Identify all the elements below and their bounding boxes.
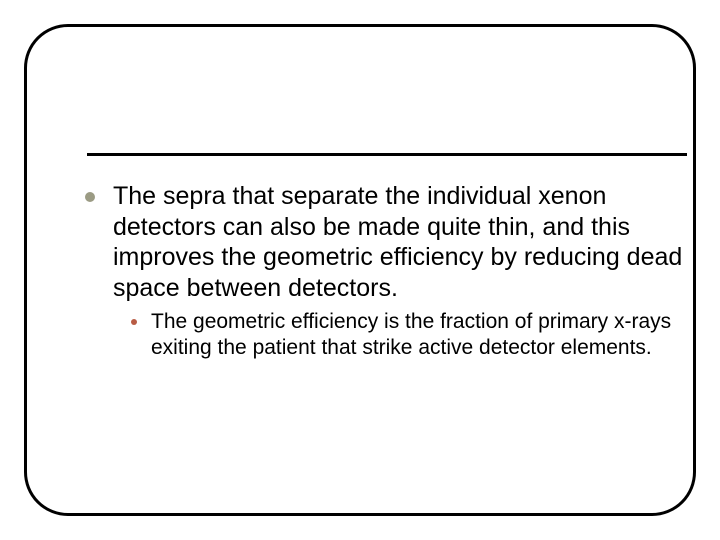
slide-content: The sepra that separate the individual x…: [85, 181, 691, 360]
bullet-main-row: The sepra that separate the individual x…: [85, 181, 691, 303]
dot-bullet-icon: [131, 319, 137, 325]
title-rule: [87, 153, 687, 156]
bullet-main-text: The sepra that separate the individual x…: [113, 181, 691, 303]
slide-frame: The sepra that separate the individual x…: [24, 24, 696, 516]
bullet-sub-row: The geometric efficiency is the fraction…: [131, 309, 691, 360]
disc-bullet-icon: [85, 192, 95, 202]
bullet-sub-text: The geometric efficiency is the fraction…: [151, 309, 691, 360]
